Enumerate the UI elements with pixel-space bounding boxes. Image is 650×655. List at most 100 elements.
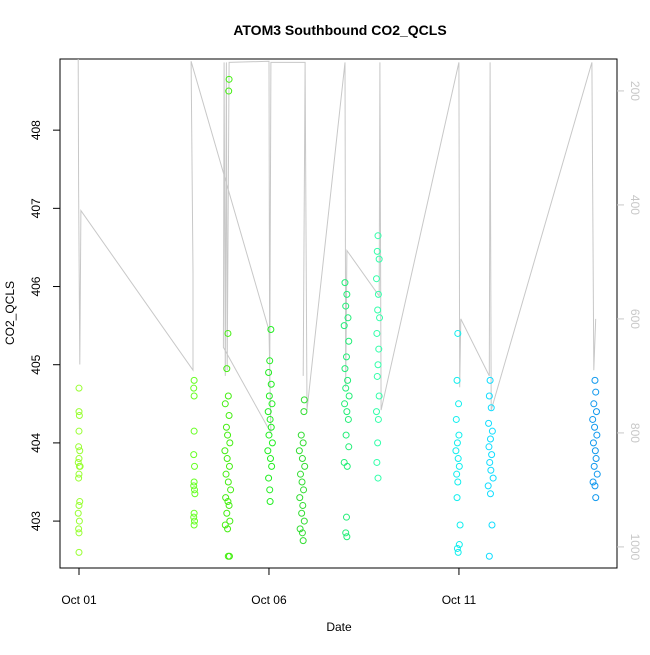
point [225, 462, 233, 470]
point [295, 447, 303, 455]
point [590, 462, 598, 470]
point [485, 552, 493, 560]
point [75, 470, 83, 478]
point [342, 431, 350, 439]
y-tick-label: 403 [29, 511, 43, 531]
point [190, 427, 198, 435]
point [342, 302, 350, 310]
point [593, 470, 601, 478]
y2-tick-label: 400 [628, 195, 642, 215]
point [374, 439, 382, 447]
point [592, 408, 600, 416]
point [266, 357, 274, 365]
point [75, 501, 83, 509]
point [590, 400, 598, 408]
point [76, 462, 84, 470]
y2-tick-label: 1000 [628, 534, 642, 561]
point [268, 462, 276, 470]
point [589, 439, 597, 447]
y-tick-label: 408 [29, 120, 43, 140]
point [454, 548, 462, 556]
point [298, 529, 306, 537]
point [75, 474, 83, 482]
point [266, 498, 274, 506]
x-axis-label: Date [326, 620, 352, 634]
point [589, 415, 597, 423]
point [488, 451, 496, 459]
point [221, 400, 229, 408]
pressure-line [77, 58, 597, 434]
y-tick-label: 407 [29, 198, 43, 218]
point [300, 486, 308, 494]
point [296, 494, 304, 502]
y-tick-label: 406 [29, 276, 43, 296]
point [589, 478, 597, 486]
point [341, 279, 349, 287]
point [226, 439, 234, 447]
x-tick-label: Oct 06 [251, 593, 287, 607]
point [345, 337, 353, 345]
point [224, 498, 232, 506]
point [75, 529, 83, 537]
y-tick-label: 405 [29, 354, 43, 374]
point [344, 415, 352, 423]
point [488, 521, 496, 529]
point [296, 525, 304, 533]
point [373, 458, 381, 466]
point [452, 447, 460, 455]
point [222, 470, 230, 478]
point [190, 521, 198, 529]
point [190, 392, 198, 400]
point [191, 486, 199, 494]
point [191, 462, 199, 470]
point [486, 458, 494, 466]
point [485, 392, 493, 400]
point [375, 255, 383, 263]
point [267, 380, 275, 388]
point [190, 451, 198, 459]
point [267, 326, 275, 334]
point [375, 345, 383, 353]
point [456, 521, 464, 529]
point [225, 501, 233, 509]
point [190, 509, 198, 517]
point [266, 415, 274, 423]
point [592, 388, 600, 396]
point [298, 509, 306, 517]
point [225, 87, 233, 95]
point [374, 232, 382, 240]
point [373, 247, 381, 255]
point [299, 439, 307, 447]
point [591, 482, 599, 490]
point [487, 404, 495, 412]
point [376, 314, 384, 322]
point [224, 392, 232, 400]
point [343, 533, 351, 541]
point [591, 447, 599, 455]
point [224, 525, 232, 533]
point [486, 490, 494, 498]
point [222, 423, 230, 431]
y-tick-label: 404 [29, 433, 43, 453]
point [75, 525, 83, 533]
point [299, 501, 307, 509]
point [344, 376, 352, 384]
point [345, 392, 353, 400]
point [75, 427, 83, 435]
point [190, 384, 198, 392]
point [225, 75, 233, 83]
x-tick-label: Oct 11 [442, 593, 477, 607]
point [265, 392, 273, 400]
point [75, 548, 83, 556]
point [342, 529, 350, 537]
point [345, 443, 353, 451]
point [75, 443, 83, 451]
point [224, 431, 232, 439]
point [591, 376, 599, 384]
point [221, 447, 229, 455]
point [227, 486, 235, 494]
point [455, 541, 463, 549]
point [75, 384, 83, 392]
point [485, 419, 493, 427]
